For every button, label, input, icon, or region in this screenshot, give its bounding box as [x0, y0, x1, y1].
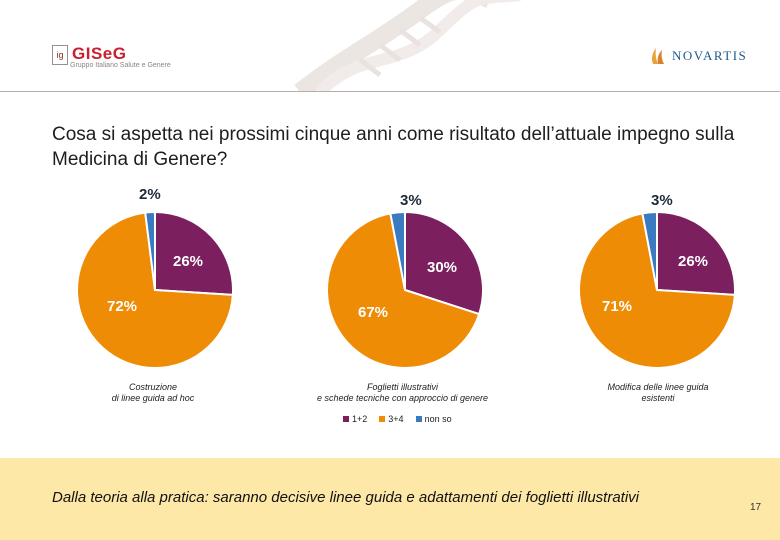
- legend-label-3-4: 3+4: [388, 414, 404, 424]
- legend-swatch-3-4: [379, 416, 386, 422]
- pie1-label-1-2: 26%: [173, 253, 204, 270]
- pie3-label-non-so: 3%: [651, 192, 673, 209]
- legend-swatch-1-2: [343, 416, 349, 422]
- pie3-caption-line2: esistenti: [641, 393, 675, 403]
- pie2-caption-line2: e schede tecniche con approccio di gener…: [316, 393, 489, 403]
- legend-item-non-so: non so: [415, 414, 452, 424]
- legend-item-3-4: 3+4: [379, 414, 404, 424]
- pie3-slice-1-2: [656, 210, 736, 296]
- chart-legend: 1+2 3+4 non so: [343, 414, 464, 424]
- pie1-slice-1-2: [154, 210, 234, 296]
- pie2-label-3-4: 67%: [358, 304, 389, 321]
- dna-helix-decoration: [294, 0, 521, 92]
- pie3-label-1-2: 26%: [678, 253, 709, 270]
- pie3-slice-3-4: [578, 212, 736, 369]
- pie2-slice-3-4: [326, 212, 481, 369]
- pie2-slice-1-2: [404, 210, 484, 316]
- legend-swatch-non-so: [415, 416, 422, 422]
- legend-label-non-so: non so: [424, 414, 452, 424]
- pie1-slice-3-4: [76, 211, 234, 370]
- pie1-caption: Costruzione di linee guida ad hoc: [88, 382, 218, 404]
- pie3-slice-non-so: [641, 210, 658, 291]
- pie3-label-3-4: 71%: [602, 298, 633, 315]
- pie1-slice-non-so: [144, 210, 156, 291]
- slide-title: Cosa si aspetta nei prossimi cinque anni…: [52, 124, 735, 170]
- page-number: 17: [750, 502, 762, 513]
- pie1-label-3-4: 72%: [107, 298, 138, 315]
- pie1-caption-line1: Costruzione: [128, 382, 178, 392]
- pie1-caption-line2: di linee guida ad hoc: [111, 393, 195, 403]
- gis-logo-name: GISeG: [72, 44, 127, 63]
- novartis-logo: NOVARTIS: [650, 47, 747, 65]
- novartis-flame-icon: [652, 48, 664, 64]
- novartis-wordmark: NOVARTIS: [672, 48, 748, 63]
- header-divider: [0, 91, 780, 92]
- header-bar: ig GISeG Gruppo Italiano Salute e Genere…: [0, 0, 780, 92]
- pie2-label-non-so: 3%: [400, 192, 422, 209]
- pie3-caption: Modifica delle linee guida esistenti: [588, 382, 728, 404]
- footer-message: Dalla teoria alla pratica: saranno decis…: [52, 489, 639, 506]
- legend-item-1-2: 1+2: [343, 414, 367, 424]
- pie2-slice-non-so: [389, 210, 406, 291]
- gis-logo: ig GISeG Gruppo Italiano Salute e Genere: [52, 44, 171, 69]
- pie2-label-1-2: 30%: [427, 259, 458, 276]
- pie1-label-non-so: 2%: [139, 186, 161, 203]
- gis-logo-box: ig: [52, 45, 68, 65]
- pie3-caption-line1: Modifica delle linee guida: [607, 382, 709, 392]
- gis-logo-subtitle: Gruppo Italiano Salute e Genere: [70, 62, 171, 69]
- pie2-caption: Foglietti illustrativi e schede tecniche…: [295, 382, 510, 404]
- footer-band: [0, 458, 780, 540]
- pie2-caption-line1: Foglietti illustrativi: [366, 382, 439, 392]
- legend-label-1-2: 1+2: [352, 414, 368, 424]
